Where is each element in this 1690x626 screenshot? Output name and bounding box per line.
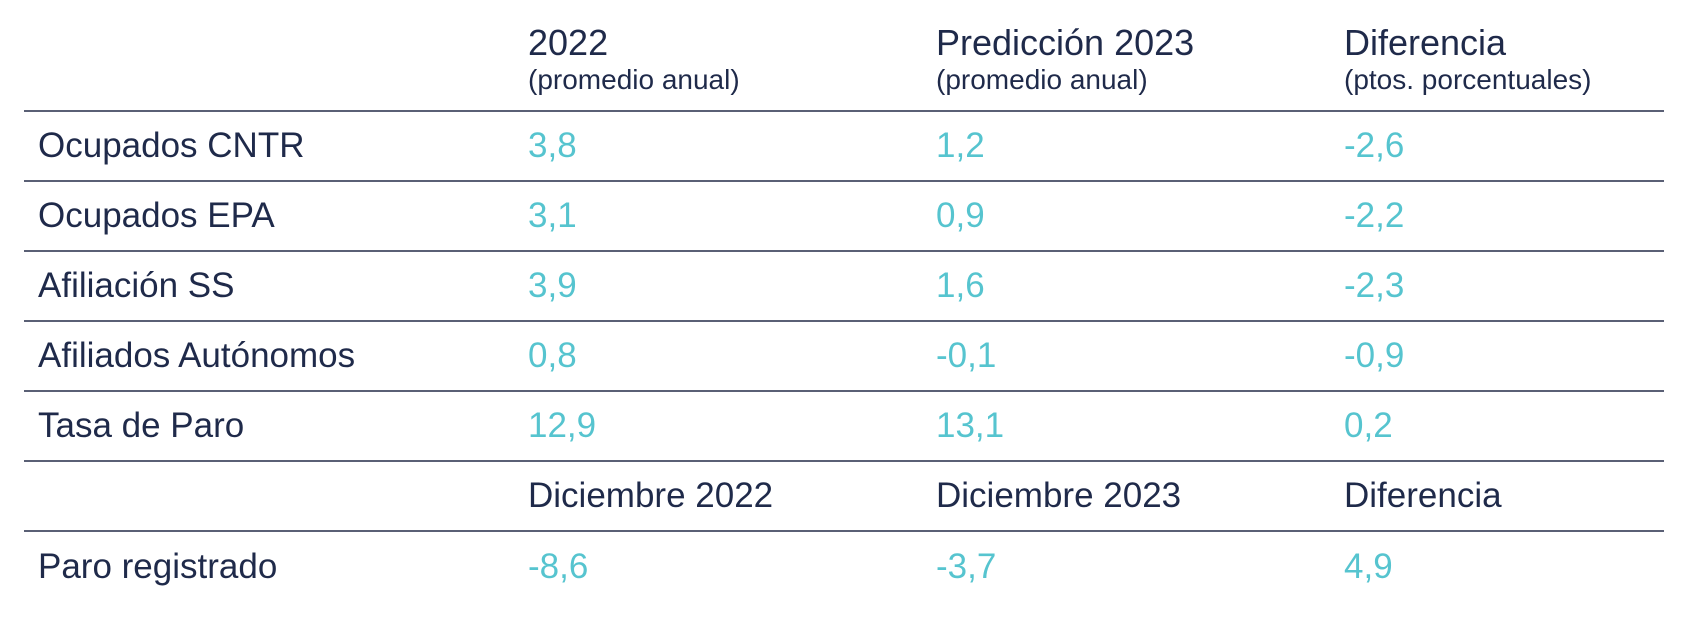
row-label: Afiliados Autónomos bbox=[38, 336, 356, 375]
header-2023-subtitle: (promedio anual) bbox=[936, 64, 1148, 95]
value-2022: 3,8 bbox=[528, 126, 577, 165]
table-header-row: 2022 (promedio anual) Predicción 2023 (p… bbox=[24, 22, 1664, 112]
row-label: Afiliación SS bbox=[38, 266, 235, 305]
table-row: Tasa de Paro 12,9 13,1 0,2 bbox=[24, 392, 1664, 462]
header-2023-title: Predicción 2023 bbox=[936, 22, 1195, 63]
value-2023: 0,9 bbox=[936, 196, 985, 235]
header-diff-title: Diferencia bbox=[1344, 22, 1507, 63]
value-diff: -2,3 bbox=[1344, 266, 1405, 305]
value-dec-2023: -3,7 bbox=[936, 547, 997, 586]
value-2023: 1,6 bbox=[936, 266, 985, 305]
value-diff: -0,9 bbox=[1344, 336, 1405, 375]
value-2022: 3,9 bbox=[528, 266, 577, 305]
header-col-prediccion-2023: Predicción 2023 (promedio anual) bbox=[936, 22, 1194, 110]
value-2023: 1,2 bbox=[936, 126, 985, 165]
value-diff: 0,2 bbox=[1344, 406, 1393, 445]
row-label: Ocupados EPA bbox=[38, 196, 275, 235]
value-2022: 12,9 bbox=[528, 406, 597, 445]
value-2023: -0,1 bbox=[936, 336, 997, 375]
subheader-diciembre-2022: Diciembre 2022 bbox=[528, 476, 774, 515]
row-label: Paro registrado bbox=[38, 547, 278, 586]
value-2022: 0,8 bbox=[528, 336, 577, 375]
value-diff: 4,9 bbox=[1344, 547, 1393, 586]
table-row: Afiliados Autónomos 0,8 -0,1 -0,9 bbox=[24, 322, 1664, 392]
row-label: Ocupados CNTR bbox=[38, 126, 305, 165]
header-col-2022: 2022 (promedio anual) bbox=[528, 22, 740, 110]
header-2022-subtitle: (promedio anual) bbox=[528, 64, 740, 95]
table-subheader-row: Diciembre 2022 Diciembre 2023 Diferencia bbox=[24, 462, 1664, 532]
table-row: Ocupados EPA 3,1 0,9 -2,2 bbox=[24, 182, 1664, 252]
subheader-diciembre-2023: Diciembre 2023 bbox=[936, 476, 1182, 515]
value-diff: -2,2 bbox=[1344, 196, 1405, 235]
row-label: Tasa de Paro bbox=[38, 406, 245, 445]
table-row: Ocupados CNTR 3,8 1,2 -2,6 bbox=[24, 112, 1664, 182]
header-diff-subtitle: (ptos. porcentuales) bbox=[1344, 64, 1592, 95]
header-2022-title: 2022 bbox=[528, 22, 609, 63]
table-row: Afiliación SS 3,9 1,6 -2,3 bbox=[24, 252, 1664, 322]
value-2023: 13,1 bbox=[936, 406, 1005, 445]
value-2022: 3,1 bbox=[528, 196, 577, 235]
labor-market-table: 2022 (promedio anual) Predicción 2023 (p… bbox=[24, 22, 1664, 602]
value-diff: -2,6 bbox=[1344, 126, 1405, 165]
header-col-diferencia: Diferencia (ptos. porcentuales) bbox=[1344, 22, 1591, 110]
table-row: Paro registrado -8,6 -3,7 4,9 bbox=[24, 532, 1664, 602]
subheader-diferencia: Diferencia bbox=[1344, 476, 1502, 515]
value-dec-2022: -8,6 bbox=[528, 547, 589, 586]
